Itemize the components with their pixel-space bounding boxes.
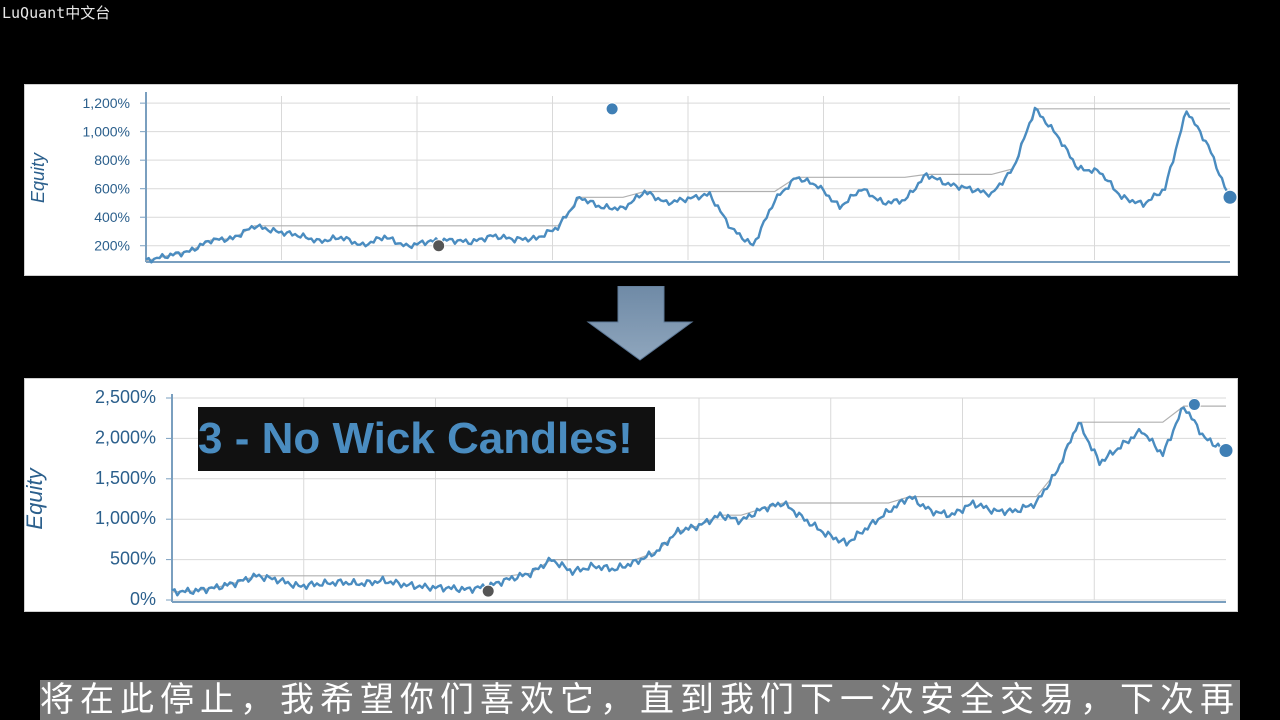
watermark-text: LuQuant中文台 [2, 4, 111, 22]
down-arrow-icon [586, 286, 694, 361]
subtitle-caption: 将在此停止，我希望你们喜欢它，直到我们下一次安全交易，下次再 [40, 680, 1240, 720]
y-tick-label: 400% [94, 209, 130, 225]
strategy-banner: 3 - No Wick Candles! [198, 407, 655, 471]
equity-series-line [171, 406, 1227, 597]
y-tick-label: 500% [110, 549, 156, 569]
trough-marker [481, 584, 495, 598]
y-tick-label: 2,000% [95, 427, 156, 447]
peak-marker [605, 102, 619, 116]
y-tick-label: 600% [94, 181, 130, 197]
end-marker [1218, 443, 1234, 459]
peak-envelope-line [145, 108, 1230, 262]
y-tick-label: 800% [94, 152, 130, 168]
y-tick-label: 1,500% [95, 468, 156, 488]
equity-chart-before: 200% 400% 600% 800% 1,000% 1,200% Equity [24, 84, 1238, 276]
end-marker [1222, 189, 1238, 205]
equity-chart-before-svg: 200% 400% 600% 800% 1,000% 1,200% Equity [24, 84, 1238, 276]
y-tick-label: 1,000% [83, 124, 130, 140]
banner-text: 3 - No Wick Candles! [198, 414, 633, 463]
y-tick-label: 2,500% [95, 387, 156, 407]
y-axis-label: Equity [28, 152, 48, 203]
plot-frame [24, 84, 1238, 276]
trough-marker [432, 239, 446, 253]
y-tick-label: 1,200% [83, 95, 130, 111]
y-axis-label: Equity [24, 466, 47, 529]
equity-series-line [145, 106, 1232, 264]
y-tick-label: 200% [94, 238, 130, 254]
y-tick-label: 1,000% [95, 508, 156, 528]
peak-marker [1187, 397, 1201, 411]
y-tick-label: 0% [130, 589, 156, 609]
